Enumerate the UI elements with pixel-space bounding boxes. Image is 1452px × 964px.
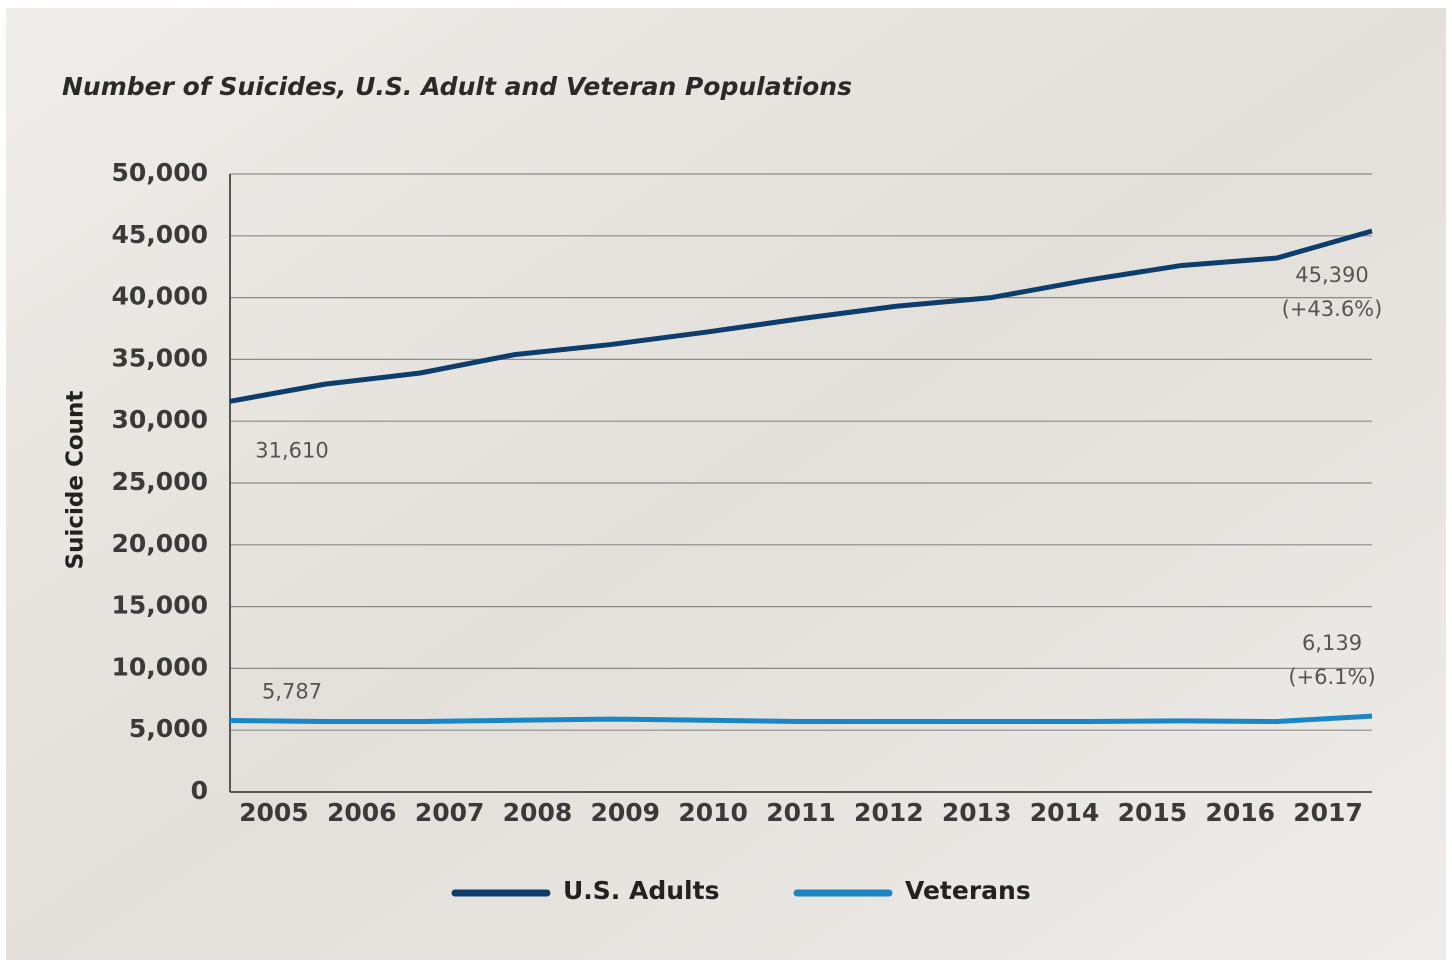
x-tick-label: 2012 — [854, 798, 924, 827]
legend-label: U.S. Adults — [563, 876, 719, 905]
y-tick-label: 15,000 — [112, 591, 208, 620]
annotation: (+43.6%) — [1282, 297, 1383, 321]
x-tick-label: 2008 — [503, 798, 573, 827]
y-axis-label: Suicide Count — [63, 391, 89, 570]
x-tick-label: 2011 — [766, 798, 836, 827]
y-tick-label: 5,000 — [129, 714, 208, 743]
y-tick-label: 25,000 — [112, 467, 208, 496]
series-line — [229, 228, 1373, 404]
y-tick-label: 40,000 — [112, 282, 208, 311]
y-tick-label: 20,000 — [112, 529, 208, 558]
series-line — [229, 713, 1373, 725]
data-label: 45,390 — [1295, 263, 1368, 287]
x-tick-label: 2007 — [415, 798, 485, 827]
y-tick-label: 35,000 — [112, 343, 208, 372]
x-tick-label: 2005 — [239, 798, 309, 827]
x-tick-label: 2017 — [1293, 798, 1363, 827]
x-tick-label: 2016 — [1205, 798, 1275, 827]
y-tick-label: 0 — [191, 776, 208, 805]
x-tick-label: 2006 — [327, 798, 397, 827]
data-label: 31,610 — [255, 438, 328, 462]
x-tick-label: 2009 — [591, 798, 661, 827]
chart-title: Number of Suicides, U.S. Adult and Veter… — [62, 72, 852, 101]
x-tick-label: 2014 — [1030, 798, 1100, 827]
y-tick-label: 50,000 — [112, 158, 208, 187]
legend-label: Veterans — [905, 876, 1031, 905]
y-tick-label: 30,000 — [112, 405, 208, 434]
y-tick-label: 10,000 — [112, 652, 208, 681]
x-tick-label: 2013 — [942, 798, 1012, 827]
y-tick-label: 45,000 — [112, 220, 208, 249]
x-tick-label: 2010 — [678, 798, 748, 827]
x-tick-label: 2015 — [1118, 798, 1188, 827]
data-label: 5,787 — [262, 679, 322, 703]
annotation: (+6.1%) — [1288, 665, 1375, 689]
data-label: 6,139 — [1302, 631, 1362, 655]
background — [6, 8, 1446, 960]
